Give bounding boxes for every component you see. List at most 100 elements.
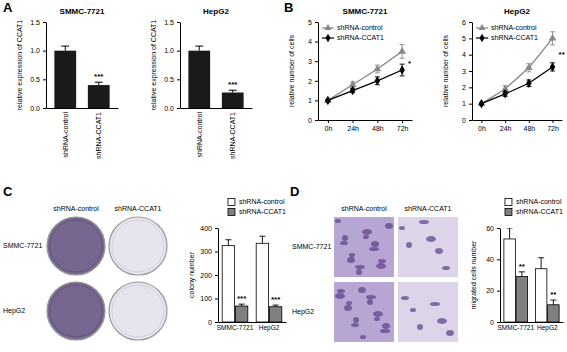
annotation: ***	[94, 72, 104, 81]
image-placeholder	[360, 335, 366, 339]
axis-title: migrated cells number	[470, 240, 478, 310]
image-placeholder	[417, 324, 423, 330]
image-placeholder	[47, 282, 105, 340]
bar	[235, 306, 247, 322]
tick-label: 2	[462, 84, 466, 91]
image-placeholder	[446, 330, 454, 336]
tick-mark	[497, 259, 500, 260]
tick-mark	[315, 100, 318, 101]
legend-label: shRNA-CCAT1	[337, 34, 384, 41]
tick-label: 0h	[324, 125, 332, 132]
tick-label: 48h	[372, 125, 384, 132]
image-placeholder	[367, 299, 373, 305]
tick-label: HepG2	[259, 324, 280, 332]
error-bar	[550, 300, 556, 305]
legend-swatch	[479, 34, 484, 43]
tick-mark	[315, 120, 318, 121]
error-bar	[61, 46, 69, 51]
tick: 40	[486, 256, 500, 263]
tick-mark	[215, 299, 218, 300]
tick-label: shRNA-CCAT1	[229, 112, 236, 159]
marker	[526, 79, 531, 88]
row-label: SMMC-7721	[3, 242, 42, 249]
legend-swatch	[505, 199, 512, 206]
column-header: shRNA-CCAT1	[405, 205, 452, 212]
bar	[269, 307, 281, 322]
error-bar	[375, 77, 380, 85]
image-placeholder	[366, 295, 376, 299]
tick: 5	[462, 35, 472, 42]
bar	[222, 93, 244, 108]
legend-swatch	[228, 199, 235, 206]
tick: 4	[462, 51, 472, 58]
image-placeholder	[344, 305, 352, 311]
image-placeholder	[109, 217, 167, 275]
plot-marks	[222, 236, 282, 322]
annotation: **	[519, 262, 526, 271]
tick: shRNA-control	[195, 108, 202, 158]
legend-label: shRNA-CCAT1	[516, 208, 563, 215]
tick: SMMC-7721	[217, 322, 254, 331]
marker	[399, 65, 404, 74]
error-bar	[239, 304, 245, 306]
tick: 1.5	[30, 19, 46, 26]
image-placeholder	[340, 241, 348, 245]
tick-mark	[469, 38, 472, 39]
chart-title: SMMC-7721	[343, 7, 388, 16]
tick-mark	[377, 120, 378, 123]
tick-label: 400	[200, 225, 212, 232]
plot-marks	[188, 46, 243, 108]
tick-label: 1.0	[164, 47, 174, 54]
tick: 1.5	[164, 19, 180, 26]
line	[328, 51, 402, 100]
legend-label: shRNA-control	[337, 24, 383, 31]
image-placeholder	[442, 266, 450, 270]
tick-label: 5	[308, 19, 312, 26]
column-header: shRNA-control	[53, 205, 99, 212]
tick-label: shRNA-control	[195, 112, 202, 158]
tick-mark	[469, 71, 472, 72]
y-axis: 0.00.51.01.5	[30, 19, 46, 112]
y-axis: 0100200300400	[200, 225, 218, 326]
bar	[516, 277, 527, 322]
tick-mark	[43, 22, 46, 23]
legend-entry: shRNA-control	[505, 198, 562, 205]
tick-label: 3	[308, 58, 312, 65]
line	[481, 67, 552, 104]
tick-label: 0	[208, 319, 212, 326]
legend: shRNA-control shRNA-CCAT1	[505, 198, 563, 215]
axis-title: relative expression of CCAT1	[150, 20, 158, 111]
tick-mark	[402, 120, 403, 123]
chart: 01234560h24h48h72hHepG2relative number o…	[442, 7, 566, 132]
image-placeholder	[50, 220, 102, 272]
image-placeholder	[356, 269, 362, 275]
image-placeholder	[437, 318, 447, 324]
chart: 0100200300400SMMC-7721HepG2colony number…	[188, 198, 287, 331]
tick-label: 300	[200, 248, 212, 255]
image-placeholder	[353, 317, 359, 323]
tick-label: 0h	[478, 125, 486, 132]
tick-label: 5	[462, 35, 466, 42]
bar	[548, 305, 559, 322]
image-placeholder	[347, 257, 355, 263]
tick-mark	[215, 252, 218, 253]
image-grid: shRNA-controlshRNA-CCAT1SMMC-7721HepG2	[292, 205, 458, 342]
tick: 5	[308, 19, 318, 26]
legend-swatch	[478, 24, 485, 30]
tick: 1.0	[164, 47, 180, 54]
legend-label: shRNA-CCAT1	[239, 208, 286, 215]
tick-mark	[529, 120, 530, 123]
chart: 0204060SMMC-7721HepG2migrated cells numb…	[470, 198, 564, 331]
tick-label: 1	[308, 97, 312, 104]
marker	[373, 65, 381, 72]
tick-label: 20	[486, 287, 494, 294]
legend-swatch	[505, 209, 512, 216]
image-placeholder	[112, 285, 164, 337]
tick: 1	[462, 100, 472, 107]
tick-label: 4	[308, 38, 312, 45]
image-placeholder	[399, 226, 405, 230]
tick-label: 60	[486, 225, 494, 232]
tick-label: SMMC-7721	[217, 324, 254, 331]
line	[481, 38, 552, 103]
bar	[54, 51, 76, 108]
